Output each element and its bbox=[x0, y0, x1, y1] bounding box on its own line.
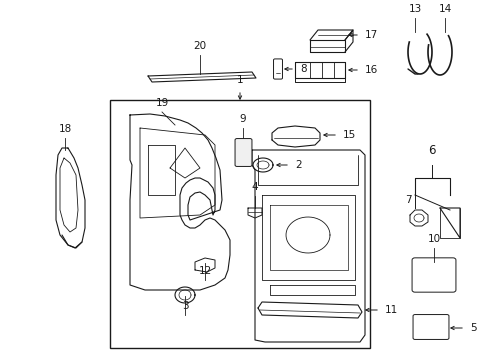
Text: 14: 14 bbox=[437, 4, 451, 14]
Text: 2: 2 bbox=[294, 160, 301, 170]
Text: 1: 1 bbox=[236, 75, 243, 85]
Text: 13: 13 bbox=[407, 4, 421, 14]
Text: 11: 11 bbox=[384, 305, 397, 315]
Text: 15: 15 bbox=[342, 130, 355, 140]
Text: 16: 16 bbox=[364, 65, 377, 75]
Text: 18: 18 bbox=[58, 125, 71, 134]
Text: 8: 8 bbox=[299, 64, 306, 74]
Text: 4: 4 bbox=[251, 183, 258, 192]
Text: 17: 17 bbox=[364, 30, 377, 40]
Text: 10: 10 bbox=[427, 234, 440, 244]
Text: 12: 12 bbox=[198, 266, 211, 276]
Text: 9: 9 bbox=[239, 114, 246, 125]
Text: 5: 5 bbox=[469, 323, 475, 333]
Bar bbox=[110, 100, 369, 348]
Text: 7: 7 bbox=[405, 195, 411, 205]
Text: 6: 6 bbox=[427, 144, 435, 157]
Text: 3: 3 bbox=[182, 301, 188, 311]
FancyBboxPatch shape bbox=[235, 139, 251, 166]
Text: 20: 20 bbox=[193, 41, 206, 51]
Text: 19: 19 bbox=[155, 98, 168, 108]
